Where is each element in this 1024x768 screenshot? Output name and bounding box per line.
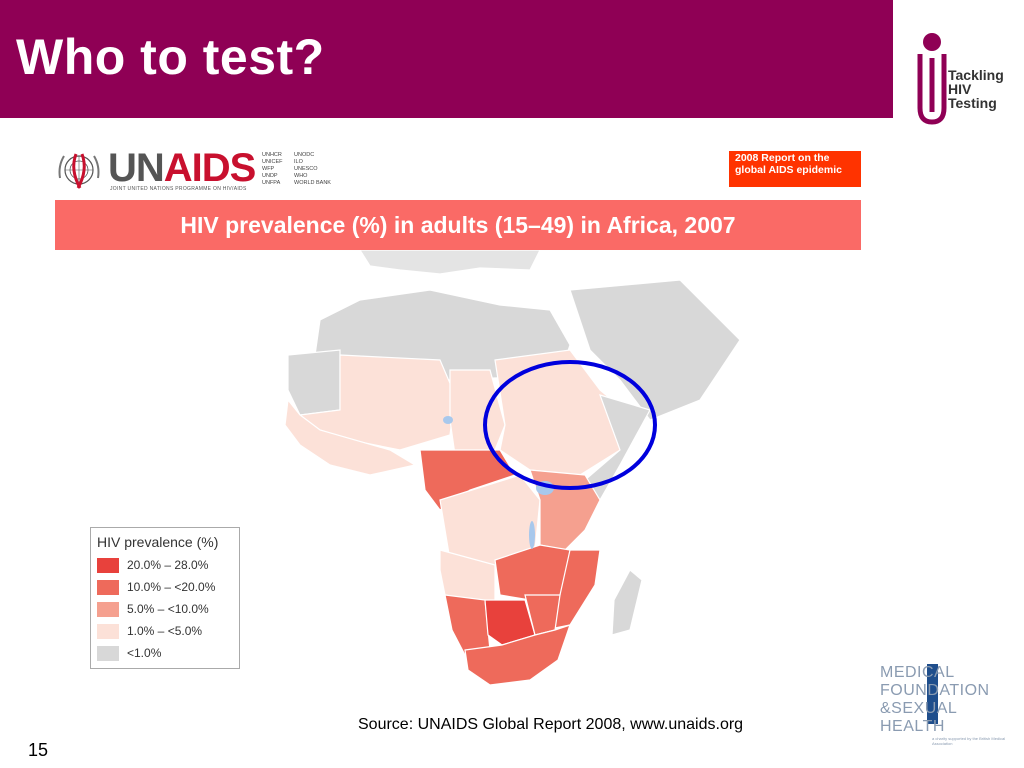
africa-hiv-prevalence-map [240, 250, 780, 695]
legend-row: 10.0% – <20.0% [97, 578, 237, 596]
medical-foundation-sexual-health-logo: MEDICAL FOUNDATION &SEXUAL HEALTH a char… [880, 662, 1020, 750]
tackling-hiv-testing-text: Tackling HIV Testing [948, 68, 1004, 110]
unaids-wordmark: UNAIDS [108, 146, 257, 190]
unaids-logo: UNAIDS JOINT UNITED NATIONS PROGRAMME ON… [54, 146, 354, 194]
slide-title: Who to test? [16, 29, 325, 85]
cosponsor: UNHCR [262, 152, 282, 158]
thiv-line-2: HIV [948, 81, 972, 97]
mfsh-line-1: MEDICAL [880, 664, 955, 681]
map-madagascar [611, 569, 643, 636]
thiv-line-3: Testing [948, 95, 997, 111]
header-bar: Who to test? [0, 0, 893, 118]
legend-swatch [97, 602, 119, 617]
tackling-hiv-testing-logo-mark [917, 33, 947, 125]
cosponsor: WORLD BANK [294, 180, 331, 186]
cosponsor: ILO [294, 159, 303, 165]
legend-swatch [97, 580, 119, 595]
map-sudan-ethiopia [494, 349, 631, 476]
mfsh-line-4: HEALTH [880, 718, 945, 735]
unaids-cosponsors-col2: UNODC ILO UNESCO WHO WORLD BANK [294, 152, 331, 187]
mfsh-accent-bar [927, 664, 938, 724]
cosponsor: UNDP [262, 173, 278, 179]
map-south-africa [464, 624, 571, 686]
map-legend: HIV prevalence (%) 20.0% – 28.0% 10.0% –… [90, 527, 240, 669]
mfsh-line-3: &SEXUAL [880, 700, 958, 717]
cosponsor: UNICEF [262, 159, 283, 165]
legend-swatch [97, 646, 119, 661]
legend-row: <1.0% [97, 644, 237, 662]
report-badge: 2008 Report on the global AIDS epidemic [729, 151, 861, 187]
map-middle-east [569, 279, 741, 421]
unaids-tagline: JOINT UNITED NATIONS PROGRAMME ON HIV/AI… [110, 186, 247, 192]
thiv-line-1: Tackling [948, 67, 1004, 83]
map-sahel [298, 354, 456, 451]
unaids-cosponsors-col1: UNHCR UNICEF WFP UNDP UNFPA [262, 152, 282, 187]
map-lake-tanganyika [529, 521, 535, 549]
mfsh-small-print: a charity supported by the British Medic… [932, 736, 1006, 746]
legend-row: 5.0% – <10.0% [97, 600, 237, 618]
map-lake-chad [443, 416, 453, 424]
cosponsor: UNFPA [262, 180, 281, 186]
map-west-sahara [287, 349, 341, 416]
legend-swatch [97, 558, 119, 573]
cosponsor: UNODC [294, 152, 315, 158]
slide-number: 15 [28, 740, 49, 760]
cosponsor: UNESCO [294, 166, 318, 172]
tackling-hiv-testing-logo: Tackling HIV Testing [912, 28, 1024, 128]
legend-label: 20.0% – 28.0% [127, 558, 209, 572]
unaids-wordmark-prefix: UN [108, 146, 165, 190]
legend-label: <1.0% [127, 646, 162, 660]
map-highlight-circle [483, 360, 657, 490]
source-note: Source: UNAIDS Global Report 2008, www.u… [358, 716, 744, 733]
mfsh-line-2: FOUNDATION [880, 682, 990, 699]
legend-swatch [97, 624, 119, 639]
legend-label: 5.0% – <10.0% [127, 602, 209, 616]
legend-title: HIV prevalence (%) [97, 534, 219, 550]
legend-label: 1.0% – <5.0% [127, 624, 203, 638]
un-emblem-icon [58, 153, 100, 189]
legend-row: 1.0% – <5.0% [97, 622, 237, 640]
map-west-coast [284, 398, 417, 476]
map-europe [359, 250, 541, 275]
legend-row: 20.0% – 28.0% [97, 556, 237, 574]
cosponsor: WHO [294, 173, 308, 179]
unaids-wordmark-suffix: AIDS [163, 146, 257, 190]
map-heading: HIV prevalence (%) in adults (15–49) in … [55, 200, 861, 250]
legend-label: 10.0% – <20.0% [127, 580, 216, 594]
cosponsor: WFP [262, 166, 275, 172]
